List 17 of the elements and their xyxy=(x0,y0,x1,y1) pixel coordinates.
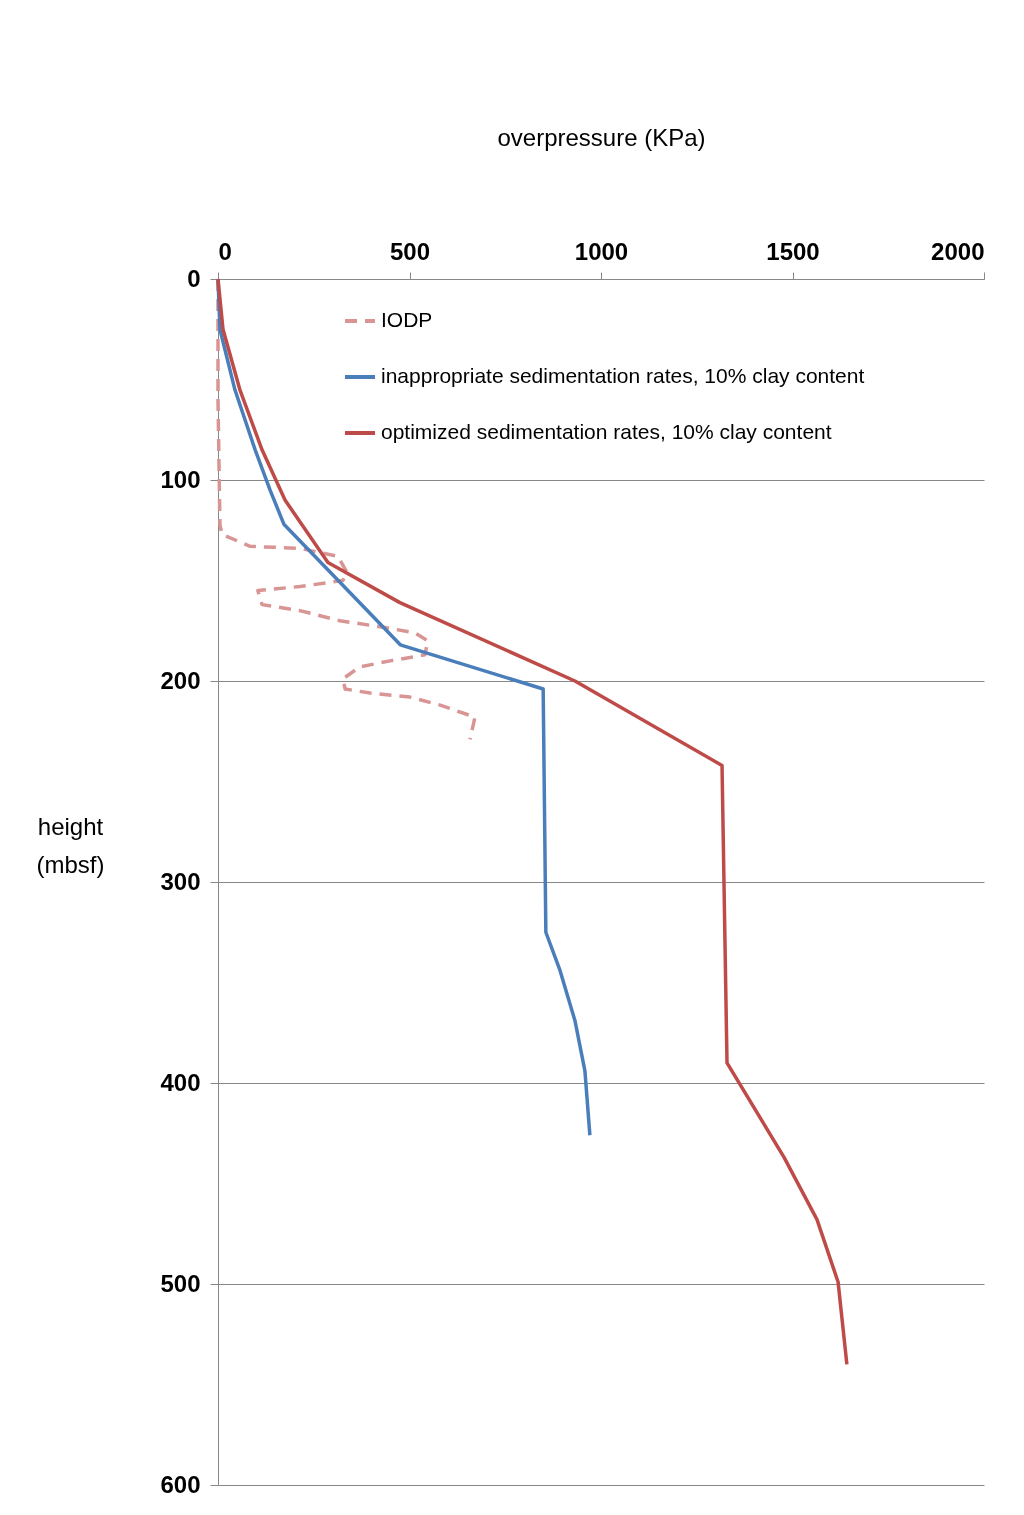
y-tick-label: 100 xyxy=(160,465,201,493)
x-tick-label: 0 xyxy=(218,237,232,265)
y-tick-label: 300 xyxy=(160,867,201,895)
x-tick-label: 1500 xyxy=(766,237,820,265)
legend-label: optimized sedimentation rates, 10% clay content xyxy=(381,420,832,443)
legend-label: IODP xyxy=(381,308,433,331)
y-tick-label: 600 xyxy=(160,1470,201,1498)
y-tick-label: 400 xyxy=(160,1068,201,1096)
y-tick-label: 0 xyxy=(187,264,201,292)
x-axis-title: overpressure (KPa) xyxy=(497,123,706,151)
legend-label: inappropriate sedimentation rates, 10% clay content xyxy=(381,364,865,387)
x-tick-label: 500 xyxy=(389,237,431,265)
y-tick-label: 500 xyxy=(160,1269,201,1297)
x-tick-label: 2000 xyxy=(931,237,985,265)
x-tick-label: 1000 xyxy=(574,237,629,265)
y-tick-label: 200 xyxy=(160,666,201,694)
y-axis-title: height (mbsf) xyxy=(36,812,105,878)
